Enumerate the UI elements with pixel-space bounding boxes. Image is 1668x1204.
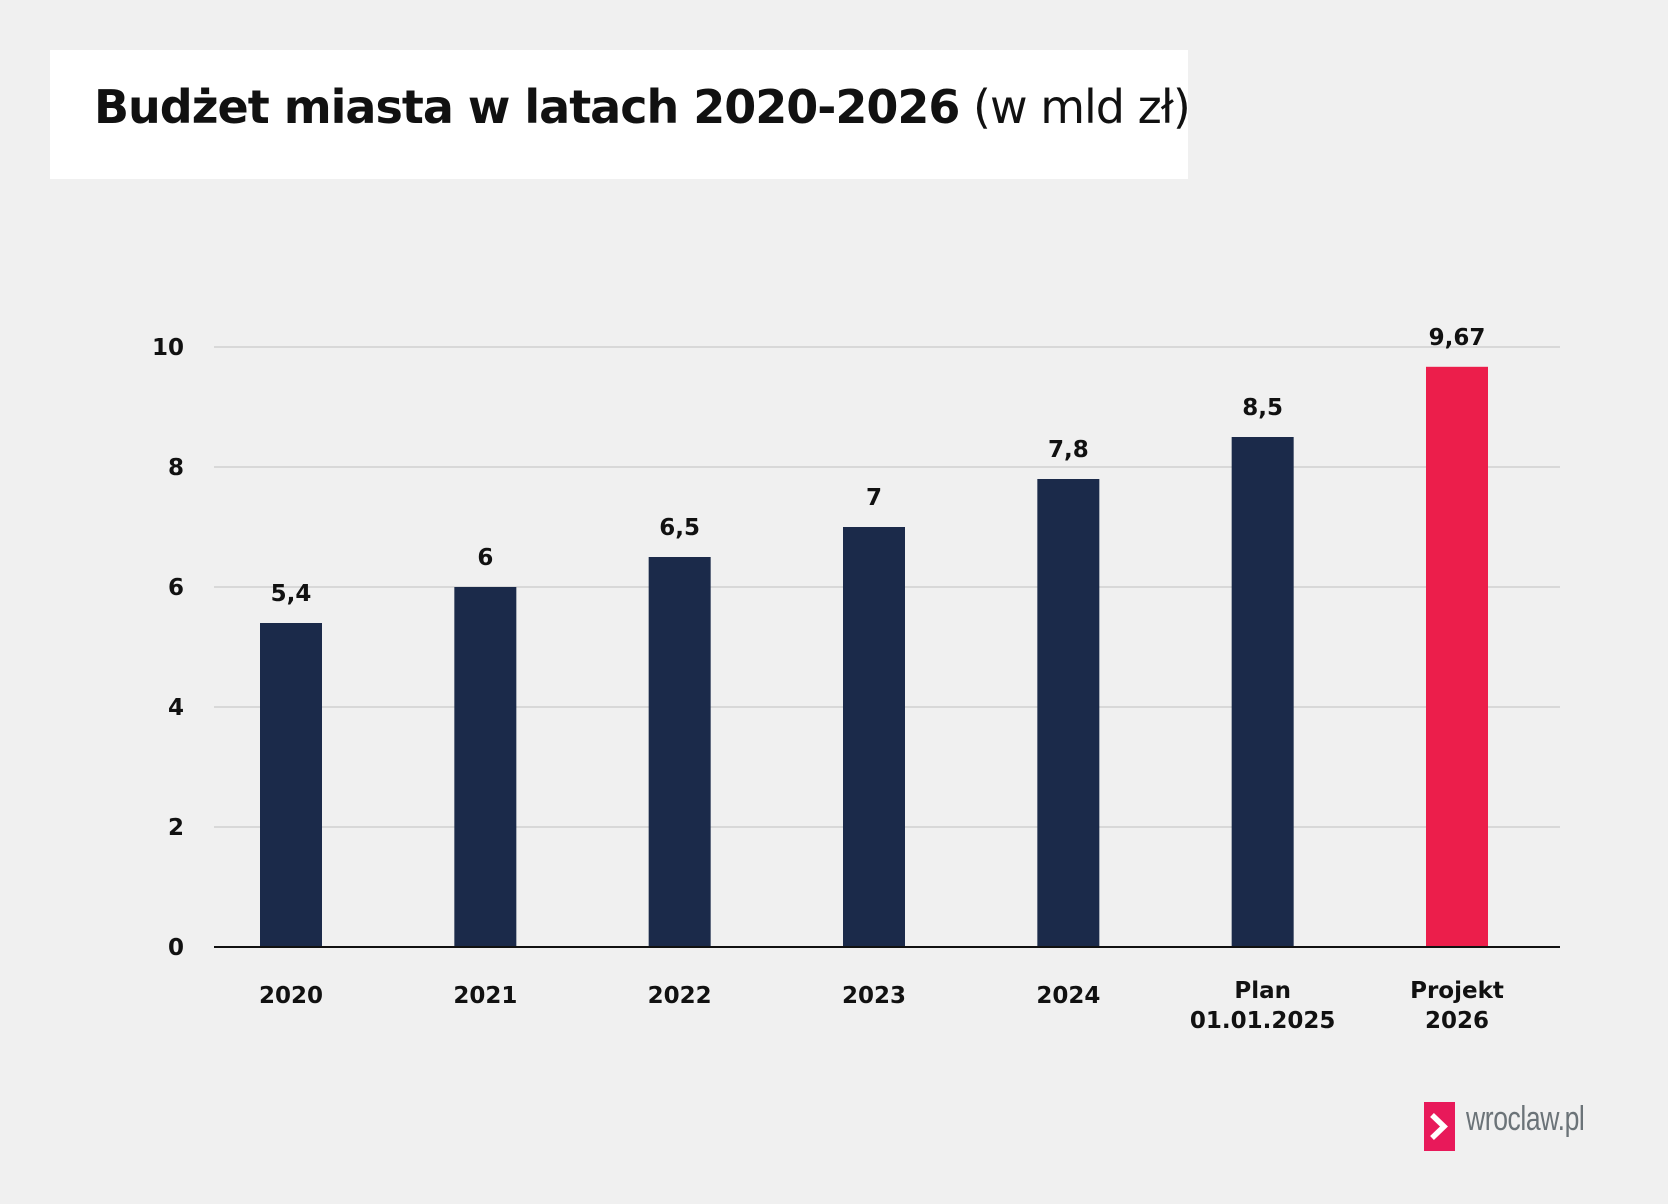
bar [1231,437,1294,947]
x-tick-label: 2023 [842,983,906,1009]
data-label: 9,67 [1429,325,1486,351]
data-label: 5,4 [271,581,312,607]
y-tick-label: 0 [168,935,184,961]
bar [454,587,517,947]
x-tick-label: 2022 [648,983,712,1009]
data-label: 8,5 [1242,395,1283,421]
bar [648,557,711,947]
bar [1426,366,1488,947]
x-tick-label: 2020 [259,983,323,1009]
x-tick-label: Projekt [1410,978,1504,1004]
y-tick-label: 10 [152,335,184,361]
chart-subtitle: (w mld zł) [973,80,1191,134]
x-tick-label: 2026 [1425,1008,1489,1034]
x-tick-label: Plan [1234,978,1291,1004]
y-tick-label: 8 [168,455,184,481]
data-label: 7 [866,485,882,511]
x-tick-label: 2024 [1036,983,1100,1009]
x-tick-label: 2021 [453,983,517,1009]
bar [260,623,322,947]
bar [1037,479,1100,947]
data-label: 6 [477,545,493,571]
x-tick-label: 01.01.2025 [1190,1008,1336,1034]
bar [843,527,905,947]
y-tick-label: 6 [168,575,184,601]
title-box: Budżet miasta w latach 2020-2026 (w mld … [50,50,1191,179]
logo-text: wroclaw.pl [1466,1100,1585,1138]
y-tick-label: 2 [168,815,184,841]
wroclaw-logo-icon [1424,1102,1455,1151]
data-label: 6,5 [659,515,700,541]
data-label: 7,8 [1048,437,1089,463]
y-tick-label: 4 [168,695,184,721]
chart-title: Budżet miasta w latach 2020-2026 (w mld … [94,80,1191,134]
